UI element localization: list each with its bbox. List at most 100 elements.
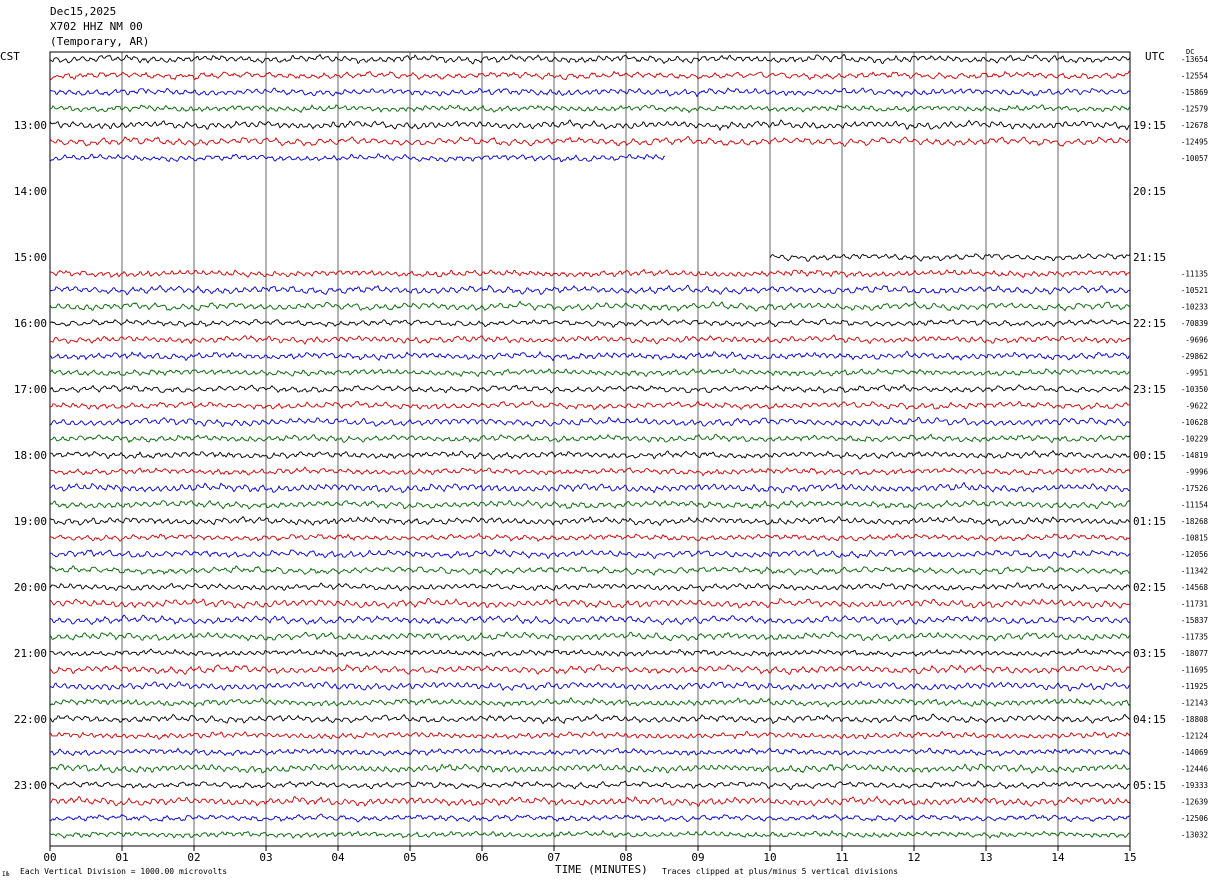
station-code: X702 HHZ NM 00 — [50, 20, 143, 33]
cst-hour-label: 15:00 — [14, 251, 47, 264]
row-offset-label: -11731 — [1181, 600, 1208, 609]
utc-hour-label: 00:15 — [1133, 449, 1166, 462]
corner-mark: ІЉ — [2, 871, 10, 878]
trace-row-39 — [49, 697, 1131, 708]
cst-hour-label: 16:00 — [14, 317, 47, 330]
row-offset-label: -9696 — [1185, 336, 1208, 345]
trace-row-19 — [50, 368, 1131, 378]
row-offset-label: -10628 — [1181, 418, 1209, 427]
x-tick-label: 00 — [43, 851, 56, 864]
trace-row-3 — [49, 104, 1131, 114]
trace-row-29 — [49, 532, 1131, 543]
row-offset-label: -12446 — [1181, 765, 1209, 774]
row-offset-label: -12579 — [1181, 105, 1208, 114]
utc-hour-label: 04:15 — [1133, 713, 1166, 726]
trace-row-37 — [49, 664, 1131, 676]
row-offset-label: -11695 — [1181, 666, 1208, 675]
chart-date: Dec15,2025 — [50, 5, 117, 18]
trace-row-4 — [49, 119, 1131, 132]
trace-row-6 — [49, 153, 666, 163]
row-offset-label: -9622 — [1185, 402, 1208, 411]
cst-hour-label: 22:00 — [14, 713, 47, 726]
trace-row-30 — [49, 548, 1131, 560]
x-tick-label: 14 — [1051, 851, 1065, 864]
trace-row-31 — [49, 565, 1131, 577]
row-offset-label: -14568 — [1181, 583, 1209, 592]
row-offset-label: -10521 — [1181, 286, 1208, 295]
row-offset-label: -12639 — [1181, 798, 1208, 807]
row-offset-label: -12495 — [1181, 138, 1208, 147]
trace-row-20 — [49, 383, 1131, 394]
row-offset-label: -19333 — [1181, 781, 1208, 790]
trace-row-23 — [49, 433, 1131, 444]
trace-row-18 — [49, 350, 1131, 362]
row-offset-label: -14819 — [1181, 451, 1208, 460]
trace-row-45 — [49, 795, 1131, 808]
trace-row-1 — [49, 70, 1131, 81]
x-tick-label: 05 — [403, 851, 416, 864]
trace-row-33 — [49, 597, 1131, 609]
trace-row-5 — [49, 135, 1131, 148]
trace-row-2 — [49, 87, 1131, 98]
trace-row-47 — [49, 829, 1131, 840]
x-tick-label: 03 — [259, 851, 272, 864]
x-tick-label: 09 — [691, 851, 704, 864]
trace-row-27 — [49, 499, 1131, 510]
trace-row-22 — [49, 416, 1131, 427]
row-offset-label: -12124 — [1181, 732, 1209, 741]
x-tick-label: 15 — [1123, 851, 1136, 864]
row-offset-label: -10815 — [1181, 534, 1208, 543]
row-offset-label: -11342 — [1181, 567, 1208, 576]
cst-zone-label: CST — [0, 50, 20, 63]
trace-row-0 — [49, 53, 1131, 65]
trace-row-41 — [49, 730, 1131, 741]
utc-hour-label: 03:15 — [1133, 647, 1166, 660]
row-offset-label: -10057 — [1181, 154, 1208, 163]
trace-row-25 — [49, 466, 1131, 477]
x-tick-label: 01 — [115, 851, 128, 864]
row-offset-label: -12506 — [1181, 814, 1209, 823]
row-offset-label: -10233 — [1181, 303, 1208, 312]
cst-hour-label: 19:00 — [14, 515, 47, 528]
utc-hour-label: 05:15 — [1133, 779, 1166, 792]
row-offset-label: -12056 — [1181, 550, 1209, 559]
cst-hour-label: 14:00 — [14, 185, 47, 198]
trace-row-32 — [49, 582, 1131, 593]
trace-row-16 — [49, 318, 1131, 328]
utc-zone-label: UTC — [1145, 50, 1165, 63]
x-tick-label: 04 — [331, 851, 345, 864]
x-tick-label: 10 — [763, 851, 776, 864]
row-offset-label: -18077 — [1181, 649, 1208, 658]
x-tick-label: 07 — [547, 851, 560, 864]
clip-note: Traces clipped at plus/minus 5 vertical … — [662, 867, 899, 876]
trace-row-42 — [49, 747, 1131, 757]
row-offset-label: -12143 — [1181, 699, 1208, 708]
utc-hour-label: 19:15 — [1133, 119, 1166, 132]
x-axis-title: TIME (MINUTES) — [555, 863, 648, 876]
trace-row-34 — [49, 614, 1131, 626]
row-offset-label: -10229 — [1181, 435, 1208, 444]
utc-hour-label: 20:15 — [1133, 185, 1166, 198]
row-offset-label: -10350 — [1181, 385, 1209, 394]
x-tick-label: 13 — [979, 851, 992, 864]
x-tick-label: 02 — [187, 851, 200, 864]
row-offset-label: -18808 — [1181, 715, 1209, 724]
trace-row-26 — [49, 481, 1131, 494]
trace-row-15 — [49, 300, 1131, 313]
utc-hour-label: 21:15 — [1133, 251, 1166, 264]
trace-row-17 — [49, 334, 1131, 346]
row-offset-label: -14069 — [1181, 748, 1208, 757]
cst-hour-label: 17:00 — [14, 383, 47, 396]
trace-row-44 — [49, 780, 1131, 791]
trace-row-40 — [49, 713, 1131, 725]
trace-row-46 — [49, 813, 1131, 823]
utc-hour-label: 02:15 — [1133, 581, 1166, 594]
cst-hour-label: 18:00 — [14, 449, 47, 462]
cst-hour-label: 21:00 — [14, 647, 47, 660]
row-offset-label: -13654 — [1181, 55, 1209, 64]
row-offset-label: -17526 — [1181, 484, 1209, 493]
trace-row-35 — [49, 631, 1131, 642]
x-tick-label: 12 — [907, 851, 920, 864]
trace-row-14 — [49, 284, 1131, 296]
